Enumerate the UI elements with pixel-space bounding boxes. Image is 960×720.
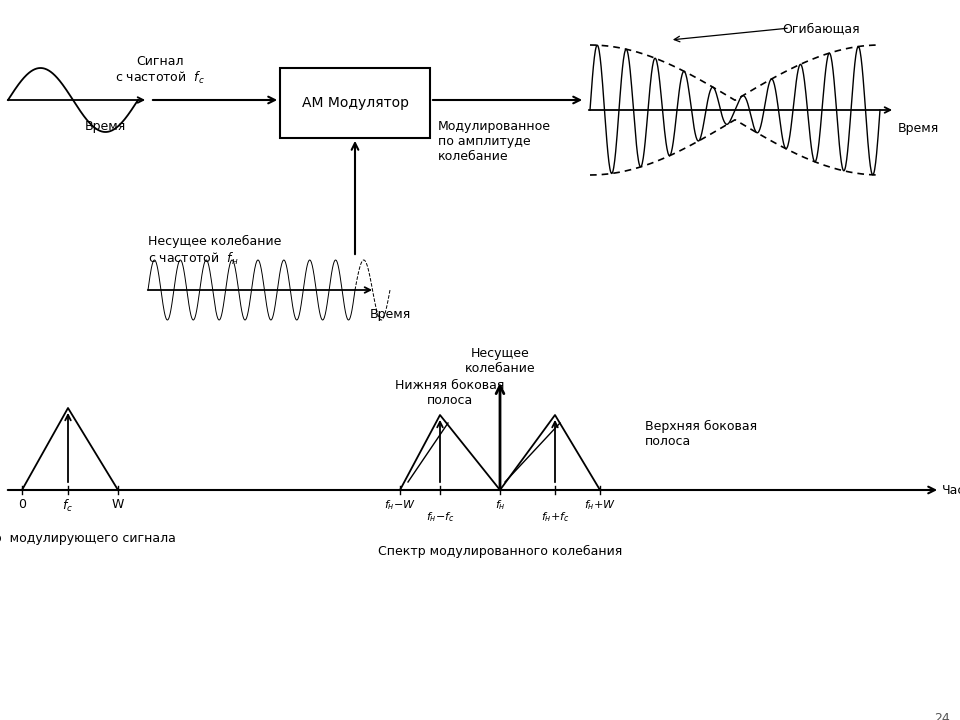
Text: Время: Время bbox=[370, 308, 411, 321]
Text: $f_н$: $f_н$ bbox=[494, 498, 505, 512]
Bar bbox=[280, 68, 430, 138]
Text: Модулированное
по амплитуде
колебание: Модулированное по амплитуде колебание bbox=[438, 120, 551, 163]
Text: Сигнал
с частотой  $f_c$: Сигнал с частотой $f_c$ bbox=[115, 55, 204, 86]
Text: Спектр  модулирующего сигнала: Спектр модулирующего сигнала bbox=[0, 532, 176, 545]
Text: Несущее колебание
с частотой  $f_н$: Несущее колебание с частотой $f_н$ bbox=[148, 235, 281, 266]
Text: W: W bbox=[111, 498, 124, 511]
Text: Нижняя боковая
полоса: Нижняя боковая полоса bbox=[396, 379, 505, 407]
Text: АМ Модулятор: АМ Модулятор bbox=[301, 96, 409, 110]
Text: $f_н{-}f_c$: $f_н{-}f_c$ bbox=[425, 510, 454, 524]
Text: Время: Время bbox=[898, 122, 939, 135]
Text: Несущее
колебание: Несущее колебание bbox=[465, 347, 536, 375]
Text: $f_c$: $f_c$ bbox=[62, 498, 74, 514]
Text: Время: Время bbox=[85, 120, 127, 133]
Text: Спектр модулированного колебания: Спектр модулированного колебания bbox=[378, 545, 622, 558]
Text: Огибающая: Огибающая bbox=[782, 22, 860, 35]
Text: $f_н{-}W$: $f_н{-}W$ bbox=[384, 498, 416, 512]
Text: Частота: Частота bbox=[942, 484, 960, 497]
Text: $f_н{+}W$: $f_н{+}W$ bbox=[584, 498, 616, 512]
Text: 0: 0 bbox=[18, 498, 26, 511]
Text: 24: 24 bbox=[934, 712, 950, 720]
Text: $f_н{+}f_c$: $f_н{+}f_c$ bbox=[540, 510, 569, 524]
Text: Верхняя боковая
полоса: Верхняя боковая полоса bbox=[645, 420, 757, 448]
